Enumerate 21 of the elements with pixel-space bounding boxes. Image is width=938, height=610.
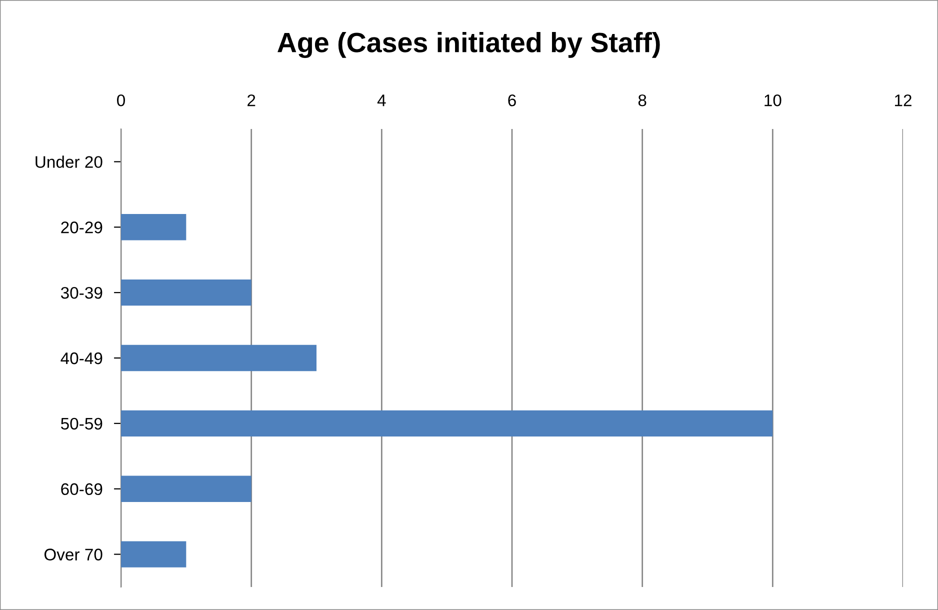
y-tick-label: Over 70 — [44, 548, 102, 560]
bar — [121, 344, 316, 372]
bar — [121, 279, 252, 306]
y-tick-label: 50-59 — [60, 418, 102, 430]
y-tick-label: 30-39 — [60, 286, 102, 299]
bar — [121, 214, 186, 240]
x-tick-label: 12 — [895, 94, 912, 106]
x-tick-label: 10 — [764, 94, 782, 106]
x-tick-label: 6 — [508, 94, 516, 106]
x-tick-label: 8 — [638, 94, 646, 106]
y-tick-label: 40-49 — [60, 352, 102, 364]
x-tick-label: 4 — [377, 94, 386, 106]
x-tick-label: 2 — [248, 94, 256, 106]
bar — [121, 410, 773, 437]
y-tick-label: 20-29 — [61, 222, 102, 234]
bar — [121, 476, 252, 502]
y-tick-label: 60-69 — [61, 483, 102, 496]
y-tick-label: Under 20 — [36, 156, 102, 168]
chart-title: Age (Cases initiated by Staff) — [278, 32, 660, 58]
x-tick-label: 0 — [117, 94, 125, 106]
bar — [121, 541, 186, 568]
